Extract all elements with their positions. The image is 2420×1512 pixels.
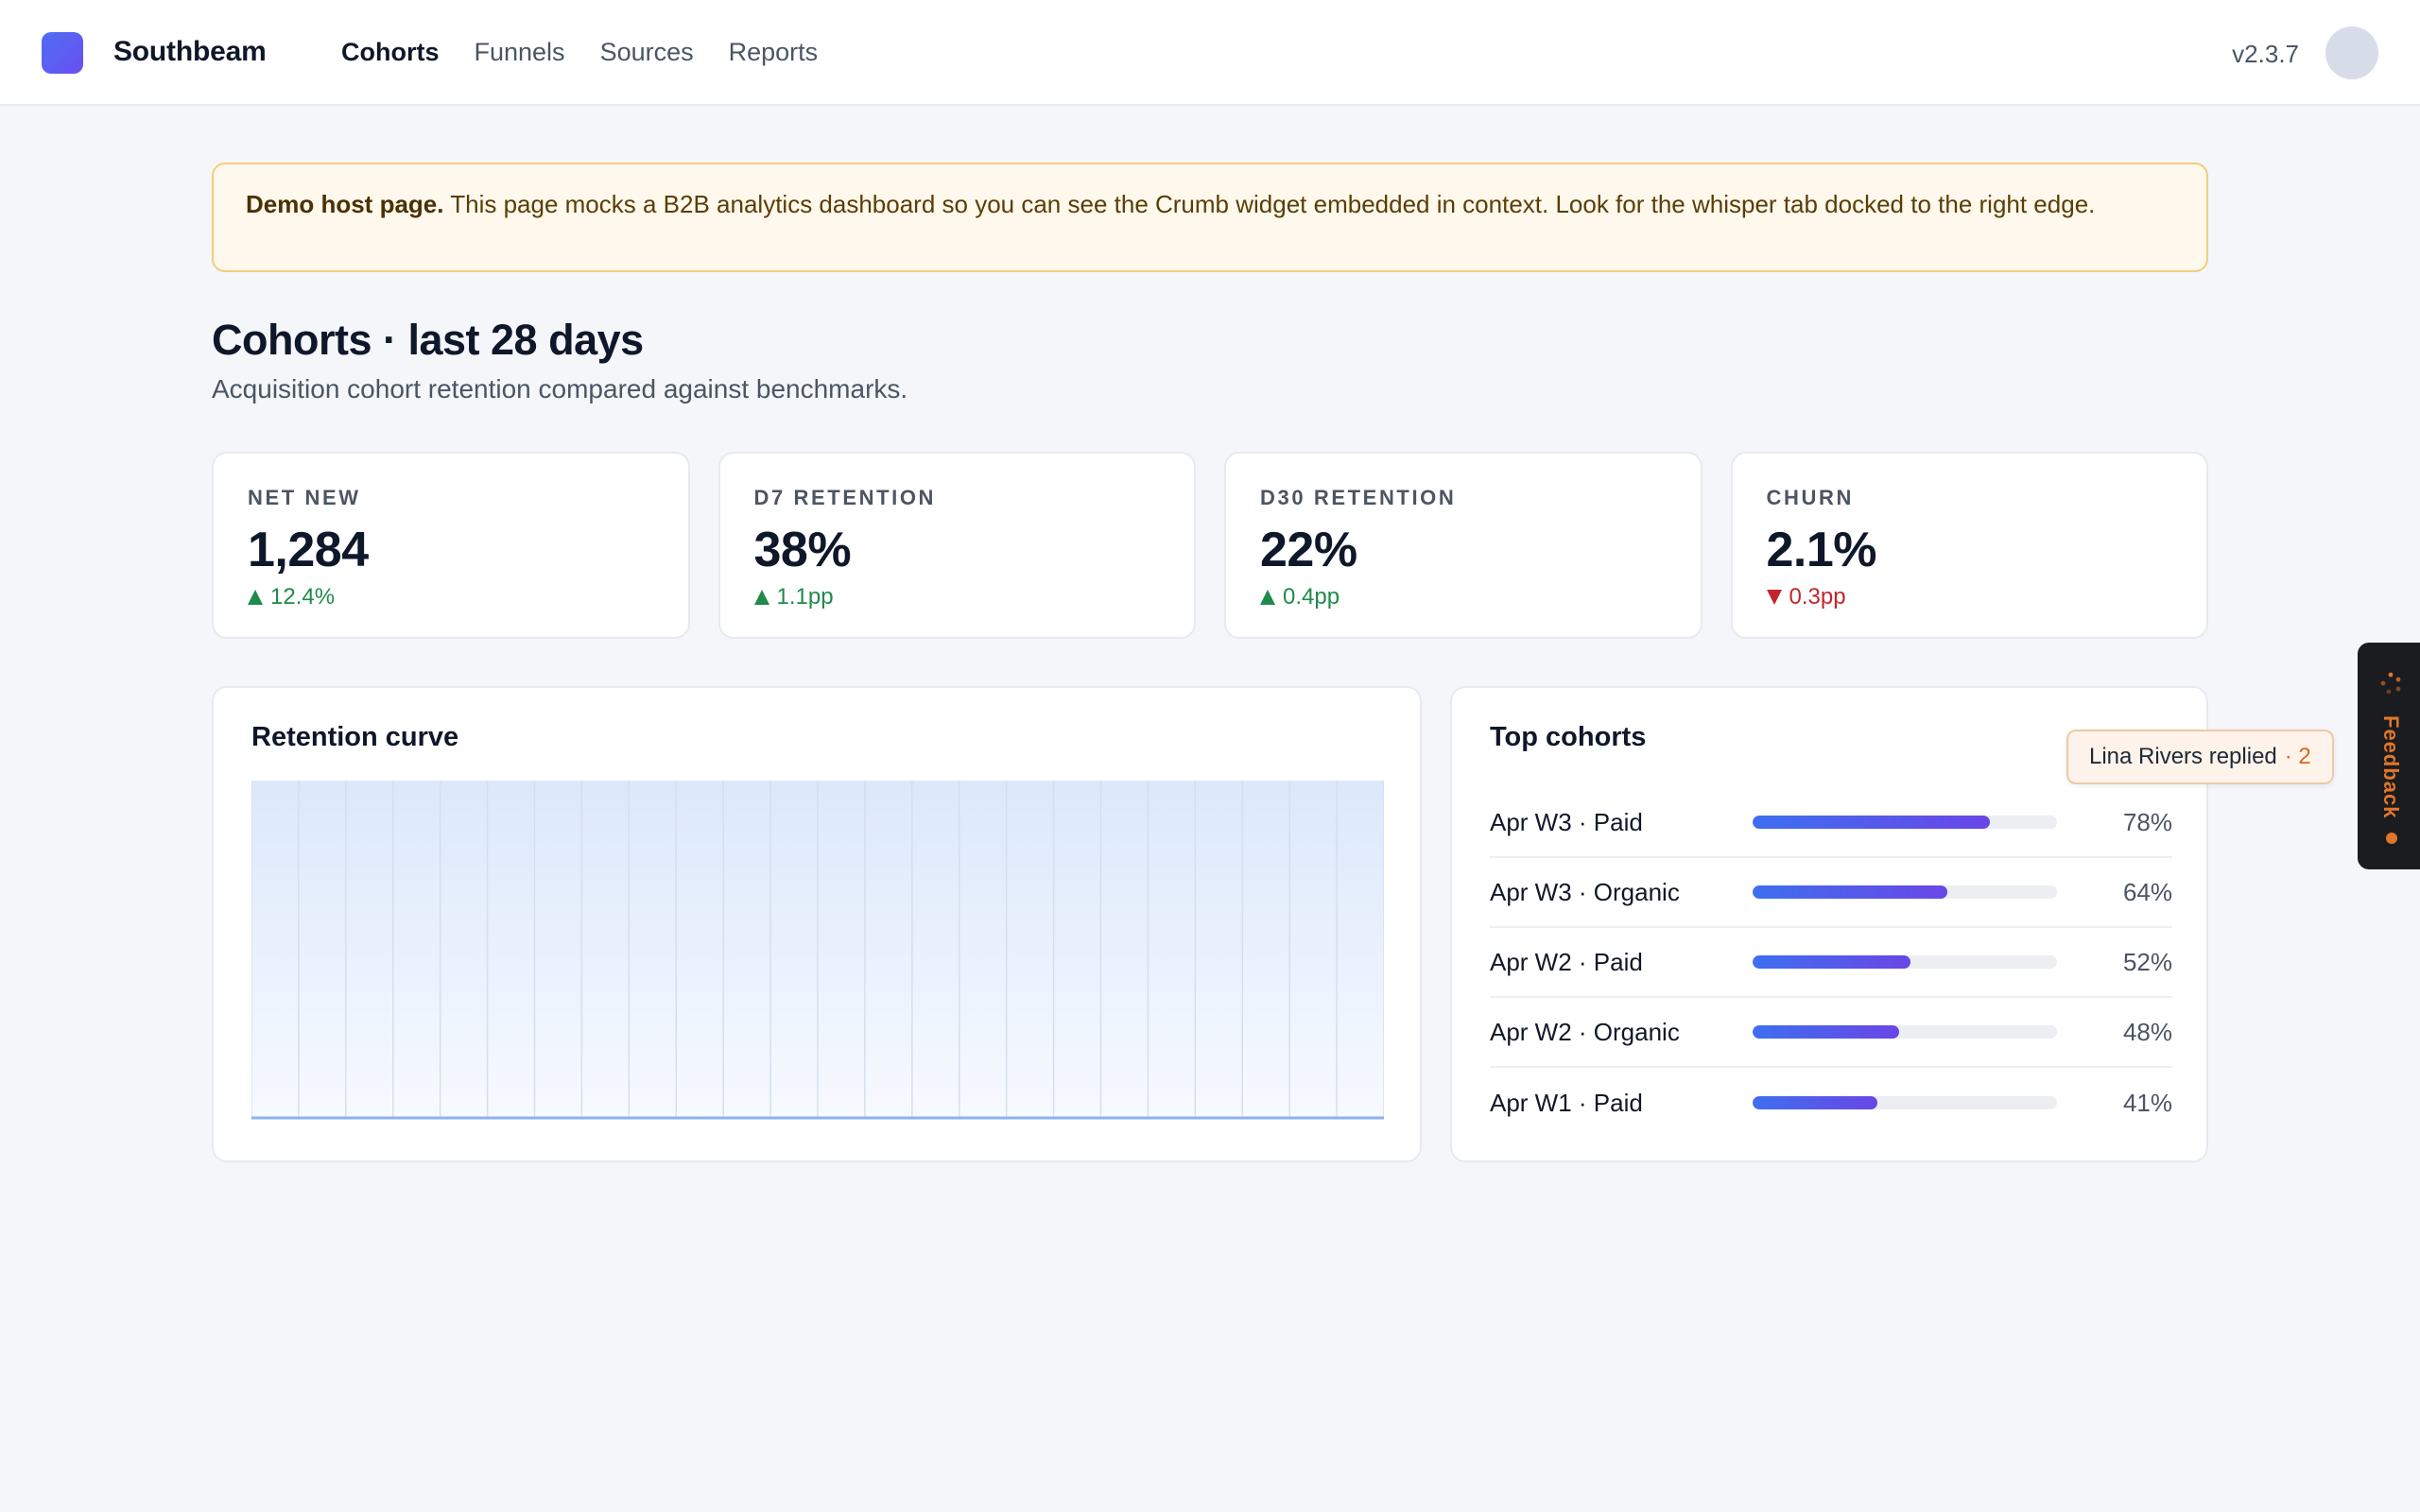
sparkle-dots-icon <box>2380 672 2401 695</box>
cohort-pct: 52% <box>2122 947 2172 976</box>
cohort-list: Apr W3 · Paid 78% Apr W3 · Organic 64% A… <box>1490 788 2172 1138</box>
kpi-row: NET NEW 1,284 12.4% D7 RETENTION 38% 1.1… <box>212 452 2208 639</box>
cohort-bar-fill <box>1753 1025 1899 1039</box>
nav-item-reports[interactable]: Reports <box>728 38 819 66</box>
kpi-label: D30 RETENTION <box>1260 486 1457 509</box>
main-nav: Cohorts Funnels Sources Reports <box>341 38 853 67</box>
retention-panel: Retention curve <box>212 686 1422 1162</box>
nav-item-cohorts[interactable]: Cohorts <box>341 38 440 66</box>
cohort-name: Apr W1 · Paid <box>1490 1088 1643 1117</box>
cohort-bar-track <box>1753 1096 2057 1109</box>
kpi-delta-value: 0.4pp <box>1283 584 1340 610</box>
top-cohorts-panel: Top cohorts Apr W3 · Paid 78% Apr W3 · O… <box>1450 686 2208 1162</box>
chart-gridlines <box>251 781 1384 1119</box>
reply-notification[interactable]: Lina Rivers replied · 2 <box>2066 730 2334 784</box>
page-title: Cohorts · last 28 days <box>212 316 644 364</box>
kpi-value: 22% <box>1260 523 1357 577</box>
cohort-pct: 41% <box>2122 1088 2172 1117</box>
cohort-bar-track <box>1753 885 2057 899</box>
cohort-bar-track <box>1753 816 2057 829</box>
nav-item-sources[interactable]: Sources <box>599 38 694 66</box>
cohort-row[interactable]: Apr W2 · Organic 48% <box>1490 998 2172 1068</box>
cohort-bar-fill <box>1753 1096 1878 1109</box>
page-subtitle: Acquisition cohort retention compared ag… <box>212 374 908 404</box>
kpi-delta-value: 1.1pp <box>776 584 834 610</box>
kpi-card-churn: CHURN 2.1% 0.3pp <box>1730 452 2208 639</box>
feedback-tab[interactable]: Feedback <box>2358 643 2420 869</box>
top-cohorts-title: Top cohorts <box>1490 722 1647 752</box>
cohort-row[interactable]: Apr W3 · Paid 78% <box>1490 788 2172 858</box>
trend-up-icon <box>1260 590 1275 605</box>
status-dot-icon <box>2386 833 2397 844</box>
kpi-delta: 1.1pp <box>753 584 1161 610</box>
cohort-bar-fill <box>1753 955 1911 969</box>
kpi-card-d7-retention: D7 RETENTION 38% 1.1pp <box>717 452 1196 639</box>
kpi-delta: 0.4pp <box>1260 584 1667 610</box>
trend-up-icon <box>753 590 769 605</box>
trend-down-icon <box>1766 590 1782 605</box>
cohort-name: Apr W3 · Paid <box>1490 807 1643 836</box>
feedback-tab-label: Feedback <box>2379 715 2403 819</box>
cohort-name: Apr W2 · Organic <box>1490 1017 1680 1046</box>
kpi-label: NET NEW <box>248 486 361 509</box>
cohort-row[interactable]: Apr W1 · Paid 41% <box>1490 1068 2172 1138</box>
cohort-bar-fill <box>1753 816 1991 829</box>
cohort-bar-fill <box>1753 885 1948 899</box>
user-avatar[interactable] <box>2325 26 2378 79</box>
version-label: v2.3.7 <box>2232 40 2299 68</box>
kpi-delta-value: 0.3pp <box>1789 584 1846 610</box>
top-bar: Southbeam Cohorts Funnels Sources Report… <box>0 0 2420 106</box>
brand-name[interactable]: Southbeam <box>113 36 267 67</box>
reply-count: · 2 <box>2284 744 2311 769</box>
banner-strong: Demo host page. <box>246 190 444 218</box>
kpi-delta-value: 12.4% <box>270 584 336 610</box>
cohort-pct: 48% <box>2122 1017 2172 1046</box>
kpi-label: CHURN <box>1766 486 1854 509</box>
cohort-pct: 64% <box>2122 877 2172 906</box>
kpi-card-net-new: NET NEW 1,284 12.4% <box>212 452 690 639</box>
reply-text: Lina Rivers replied <box>2089 744 2277 769</box>
cohort-row[interactable]: Apr W3 · Organic 64% <box>1490 858 2172 928</box>
kpi-delta: 0.3pp <box>1766 584 2173 610</box>
nav-item-funnels[interactable]: Funnels <box>474 38 565 66</box>
kpi-value: 38% <box>753 523 852 577</box>
retention-title: Retention curve <box>251 722 459 752</box>
cohort-pct: 78% <box>2122 807 2172 836</box>
brand-logo-icon[interactable] <box>42 32 83 74</box>
cohort-name: Apr W2 · Paid <box>1490 947 1643 976</box>
kpi-value: 2.1% <box>1766 523 1877 577</box>
cohort-bar-track <box>1753 1025 2057 1039</box>
cohort-name: Apr W3 · Organic <box>1490 877 1680 906</box>
demo-banner: Demo host page. This page mocks a B2B an… <box>212 163 2208 272</box>
cohort-bar-track <box>1753 955 2057 969</box>
kpi-card-d30-retention: D30 RETENTION 22% 0.4pp <box>1224 452 1703 639</box>
banner-text: This page mocks a B2B analytics dashboar… <box>443 190 2096 218</box>
kpi-label: D7 RETENTION <box>753 486 937 509</box>
kpi-delta: 12.4% <box>248 584 654 610</box>
retention-chart[interactable] <box>251 781 1384 1121</box>
cohort-row[interactable]: Apr W2 · Paid 52% <box>1490 928 2172 998</box>
trend-up-icon <box>248 590 263 605</box>
kpi-value: 1,284 <box>248 523 369 577</box>
